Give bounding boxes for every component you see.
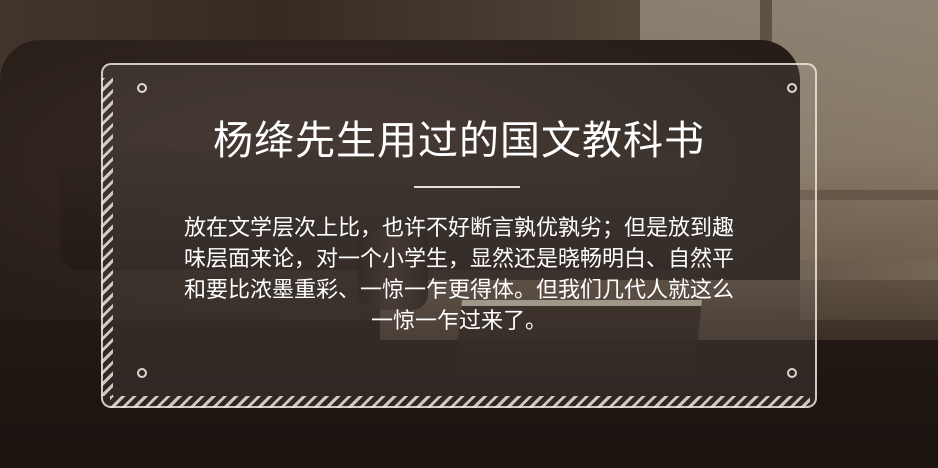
body-line-3: 和要比浓墨重彩、一惊一乍更得体。但我们几代人就这么: [183, 278, 734, 303]
corner-dot-bottom-left: [137, 368, 147, 378]
text-card-frame: [101, 63, 817, 408]
corner-dot-top-right: [787, 83, 797, 93]
title-divider: [414, 186, 520, 188]
body-line-2: 味层面来论，对一个小学生，显然还是晓畅明白、自然平: [183, 247, 734, 272]
hatched-border-bottom: [110, 396, 810, 408]
body-line-1: 放在文学层次上比，也许不好断言孰优孰劣；但是放到趣: [183, 216, 734, 241]
card-title: 杨绛先生用过的国文教科书: [213, 118, 705, 164]
hatched-border-left: [101, 78, 113, 396]
corner-dot-bottom-right: [787, 368, 797, 378]
body-line-4: 一惊一乍过来了。: [370, 309, 547, 334]
card-body: 放在文学层次上比，也许不好断言孰优孰劣；但是放到趣 味层面来论，对一个小学生，显…: [130, 213, 788, 337]
corner-dot-top-left: [137, 83, 147, 93]
cup: [358, 230, 428, 310]
